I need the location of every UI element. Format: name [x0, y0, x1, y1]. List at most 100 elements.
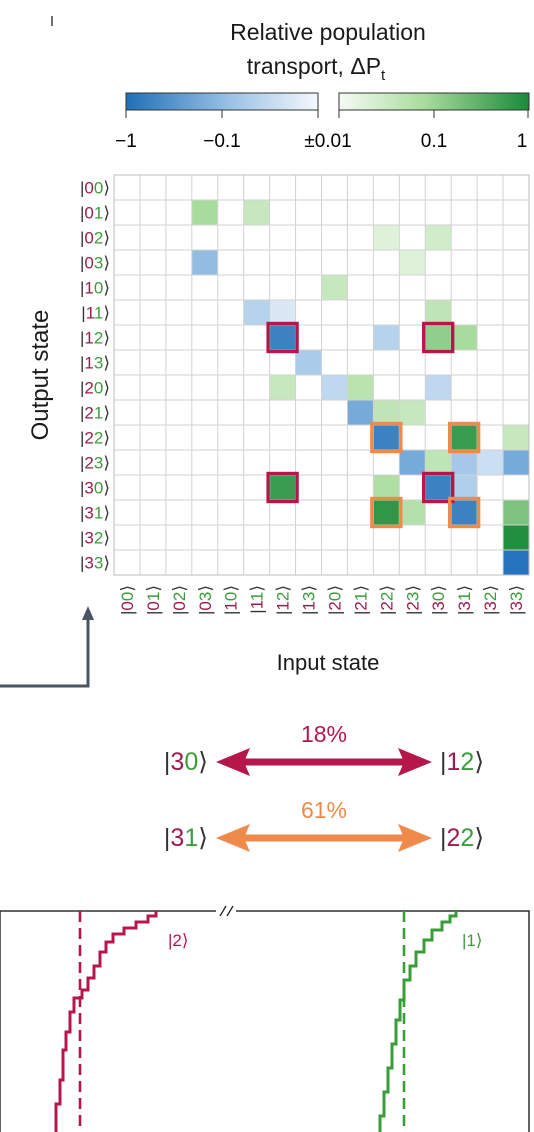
y-tick-label: |33⟩ [80, 554, 110, 573]
heatmap-cell [373, 500, 400, 525]
heatmap-cell [503, 550, 529, 575]
x-tick-label: |10⟩ [222, 585, 241, 615]
heatmap-cell [373, 225, 400, 250]
transfer-left-state: |30⟩ [164, 748, 208, 776]
colorbar: Relative population transport, ΔPt −1 −0… [115, 19, 530, 152]
heatmap-cell [243, 200, 270, 225]
heatmap-cell [269, 300, 296, 325]
y-tick-label: |20⟩ [80, 379, 110, 398]
colorbar-positive [338, 92, 530, 111]
x-tick-label: |21⟩ [351, 585, 370, 615]
colorbar-tick-label: −1 [115, 131, 137, 152]
x-tick-label: |00⟩ [118, 585, 137, 615]
highlight-box [266, 321, 299, 354]
heatmap-cell [373, 475, 400, 500]
transfer-left-state: |31⟩ [164, 824, 208, 852]
highlight-box [447, 421, 481, 454]
curve-label-2: |2⟩ [168, 931, 189, 950]
x-axis-label: Input state [277, 650, 380, 675]
heatmap-cell [451, 325, 478, 350]
heatmap-cell [243, 300, 270, 325]
x-tick-label: |13⟩ [300, 585, 319, 615]
curve-label-1: |1⟩ [462, 931, 483, 950]
heatmap-cell [503, 500, 529, 525]
colorbar-tick-label: ±0.01 [304, 131, 351, 152]
heatmap-cell [425, 450, 452, 475]
colorbar-tick-label: 0.1 [421, 131, 447, 152]
y-tick-label: |22⟩ [80, 429, 110, 448]
y-tick-label: |01⟩ [80, 204, 110, 223]
transfer-arrow-head [398, 824, 432, 852]
heatmap-cell [269, 375, 296, 400]
highlight-box [447, 496, 481, 529]
heatmap-cell [399, 500, 426, 525]
x-tick-label: |31⟩ [455, 585, 474, 615]
y-tick-label: |32⟩ [80, 529, 110, 548]
y-tick-label: |13⟩ [80, 354, 110, 373]
x-tick-label: |02⟩ [170, 585, 189, 615]
x-tick-label: |03⟩ [196, 585, 215, 615]
x-tick-label: |33⟩ [507, 585, 526, 615]
heatmap-cell [269, 475, 296, 500]
y-tick-label: |11⟩ [81, 304, 110, 323]
transfer-arrow-head [398, 748, 432, 776]
heatmap-cell [347, 400, 374, 425]
heatmap-cell [191, 250, 218, 275]
transfer-row: |31⟩ |22⟩ 61% [164, 797, 484, 852]
y-tick-label: |12⟩ [80, 329, 110, 348]
x-tick-label: |01⟩ [144, 585, 163, 615]
heatmap-cell [295, 350, 322, 375]
heatmap-cell [321, 375, 348, 400]
y-axis-label: Output state [27, 310, 54, 441]
step-curve-1 [378, 911, 458, 1132]
heatmap-cell [347, 375, 374, 400]
heatmap-cell [451, 450, 478, 475]
heatmap-cell [321, 275, 348, 300]
colorbar-tick-label: −0.1 [203, 131, 241, 152]
x-tick-labels: |00⟩ |01⟩ |02⟩ |03⟩ |10⟩ |11⟩ |12⟩ |13⟩ |20⟩ |21⟩… [118, 585, 526, 615]
transfer-right-state: |22⟩ [440, 824, 484, 852]
heatmap-cell [503, 425, 529, 450]
y-tick-label: |30⟩ [80, 479, 110, 498]
bottom-panel-frame [0, 910, 530, 1132]
highlight-box [422, 321, 455, 354]
heatmap-cell [477, 450, 504, 475]
axis-break-mark [219, 905, 227, 917]
heatmap-cell [425, 225, 452, 250]
heatmap-cell [269, 325, 296, 350]
bottom-panel: |2⟩ |1⟩ [0, 905, 530, 1132]
heatmap-cell [503, 525, 529, 550]
x-tick-label: |22⟩ [377, 585, 396, 615]
transfer-arrows: |30⟩ |12⟩ 18% |31⟩ |22⟩ 61% [164, 721, 484, 852]
y-tick-label: |21⟩ [80, 404, 110, 423]
heatmap-cell [503, 450, 529, 475]
colorbar-title-line2: transport, ΔPt [247, 53, 386, 84]
colorbar-negative [125, 92, 319, 111]
heatmap-cell [425, 300, 452, 325]
heatmap-cell [399, 450, 426, 475]
connector-arrow [0, 606, 94, 688]
x-tick-label: |30⟩ [429, 585, 448, 615]
highlight-box [370, 496, 403, 529]
heatmap-grid [113, 174, 530, 576]
x-tick-label: |20⟩ [325, 585, 344, 615]
heatmap-cell [373, 325, 400, 350]
heatmap-cell [451, 475, 478, 500]
heatmap-cell [425, 325, 452, 350]
axis-break-mark [226, 905, 234, 917]
transfer-arrow-head [216, 824, 250, 852]
x-tick-label: |11⟩ [248, 585, 267, 614]
heatmap-cell [191, 200, 218, 225]
x-tick-label: |12⟩ [274, 585, 293, 615]
highlight-box [422, 471, 455, 504]
y-tick-label: |10⟩ [80, 279, 110, 298]
heatmap-cell [425, 475, 452, 500]
heatmap-cell [399, 250, 426, 275]
transfer-percent: 61% [301, 797, 347, 823]
y-tick-label: |23⟩ [80, 454, 110, 473]
colorbar-title-line1: Relative population [230, 19, 426, 45]
x-tick-label: |23⟩ [403, 585, 422, 615]
y-tick-label: |03⟩ [80, 254, 110, 273]
y-tick-label: |31⟩ [80, 504, 110, 523]
